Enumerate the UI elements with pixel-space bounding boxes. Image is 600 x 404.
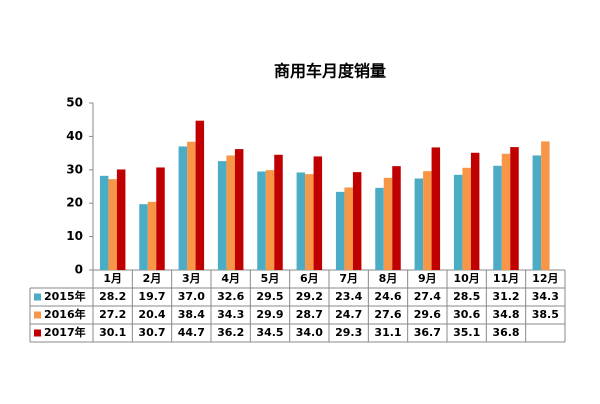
- table-cell: 27.2: [99, 308, 126, 321]
- x-tick-label: 9月: [418, 272, 437, 285]
- bar: [147, 201, 157, 270]
- table-cell: 37.0: [178, 290, 205, 303]
- y-tick-label: 50: [66, 96, 83, 110]
- x-tick-label: 3月: [182, 272, 201, 285]
- bar: [108, 179, 117, 270]
- bar: [195, 120, 205, 271]
- bar: [414, 178, 424, 270]
- bar: [313, 156, 323, 270]
- legend-swatch: [34, 329, 41, 337]
- table-cell: 23.4: [335, 290, 362, 303]
- bar: [541, 141, 550, 270]
- table-cell: 34.3: [532, 290, 559, 303]
- x-tick-label: 2月: [143, 272, 162, 285]
- y-tick-label: 40: [66, 129, 83, 143]
- bar: [187, 141, 196, 270]
- y-tick-label: 10: [66, 229, 83, 243]
- bar: [305, 174, 314, 270]
- x-tick-label: 6月: [300, 272, 319, 285]
- table-cell: 44.7: [178, 326, 205, 339]
- bar: [226, 155, 235, 270]
- x-tick-label: 11月: [493, 272, 519, 285]
- legend-label: 2017年: [44, 325, 86, 339]
- table-cell: 29.2: [296, 290, 323, 303]
- table-cell: 38.4: [178, 308, 205, 321]
- table-cell: 36.2: [217, 326, 244, 339]
- table-cell: 29.3: [335, 326, 362, 339]
- bar: [423, 171, 432, 270]
- bar: [462, 167, 471, 270]
- bar: [501, 153, 511, 270]
- table-cell: 34.3: [217, 308, 244, 321]
- bar: [257, 171, 266, 270]
- bar: [296, 172, 306, 270]
- y-tick-label: 20: [66, 196, 83, 210]
- table-cell: 28.7: [296, 308, 323, 321]
- table-cell: 27.4: [414, 290, 441, 303]
- bar: [265, 170, 275, 270]
- bar: [344, 187, 353, 270]
- table-cell: 24.7: [335, 308, 362, 321]
- x-tick-label: 5月: [261, 272, 280, 285]
- bar: [352, 172, 362, 270]
- table-cell: 29.6: [414, 308, 441, 321]
- table-cell: 35.1: [453, 326, 480, 339]
- bar: [274, 154, 283, 270]
- legend-swatch: [34, 293, 41, 301]
- bar: [178, 146, 188, 270]
- bar: [392, 166, 401, 270]
- x-tick-label: 8月: [379, 272, 398, 285]
- table-cell: 34.8: [492, 308, 519, 321]
- table-cell: 32.6: [217, 290, 244, 303]
- x-tick-label: 4月: [221, 272, 240, 285]
- table-cell: 34.5: [256, 326, 283, 339]
- table-cell: 30.7: [138, 326, 165, 339]
- bar: [431, 147, 441, 270]
- bar: [493, 165, 502, 270]
- bar: [139, 204, 148, 270]
- y-tick-label: 0: [75, 263, 83, 277]
- table-cell: 19.7: [138, 290, 165, 303]
- bar: [116, 169, 126, 270]
- bar: [234, 149, 244, 270]
- table-cell: 36.7: [414, 326, 441, 339]
- table-cell: 34.0: [296, 326, 323, 339]
- table-cell: 27.6: [374, 308, 401, 321]
- table-cell: 20.4: [138, 308, 165, 321]
- table-cell: 30.1: [99, 326, 126, 339]
- bar: [335, 191, 345, 270]
- table-cell: 31.1: [374, 326, 401, 339]
- legend-label: 2016年: [44, 307, 86, 321]
- table-cell: 38.5: [532, 308, 559, 321]
- bar: [217, 161, 227, 270]
- table-cell: 28.5: [453, 290, 480, 303]
- table-cell: 29.9: [256, 308, 283, 321]
- table-cell: 24.6: [374, 290, 401, 303]
- bar: [375, 187, 384, 270]
- bar: [99, 175, 109, 270]
- x-tick-label: 12月: [532, 272, 558, 285]
- table-cell: 28.2: [99, 290, 126, 303]
- legend-label: 2015年: [44, 289, 86, 303]
- legend-swatch: [34, 311, 41, 319]
- table-cell: 31.2: [492, 290, 519, 303]
- x-tick-label: 1月: [103, 272, 122, 285]
- bar: [453, 174, 463, 270]
- x-tick-label: 10月: [454, 272, 480, 285]
- table-cell: 30.6: [453, 308, 480, 321]
- bar: [156, 167, 165, 270]
- bar: [470, 152, 480, 270]
- x-tick-label: 7月: [339, 272, 358, 285]
- table-cell: 36.8: [492, 326, 519, 339]
- y-tick-label: 30: [66, 162, 83, 176]
- bar: [383, 177, 393, 270]
- table-cell: 29.5: [256, 290, 283, 303]
- bar: [532, 155, 542, 270]
- bar: [510, 147, 519, 270]
- chart-title: 商用车月度销量: [274, 62, 386, 81]
